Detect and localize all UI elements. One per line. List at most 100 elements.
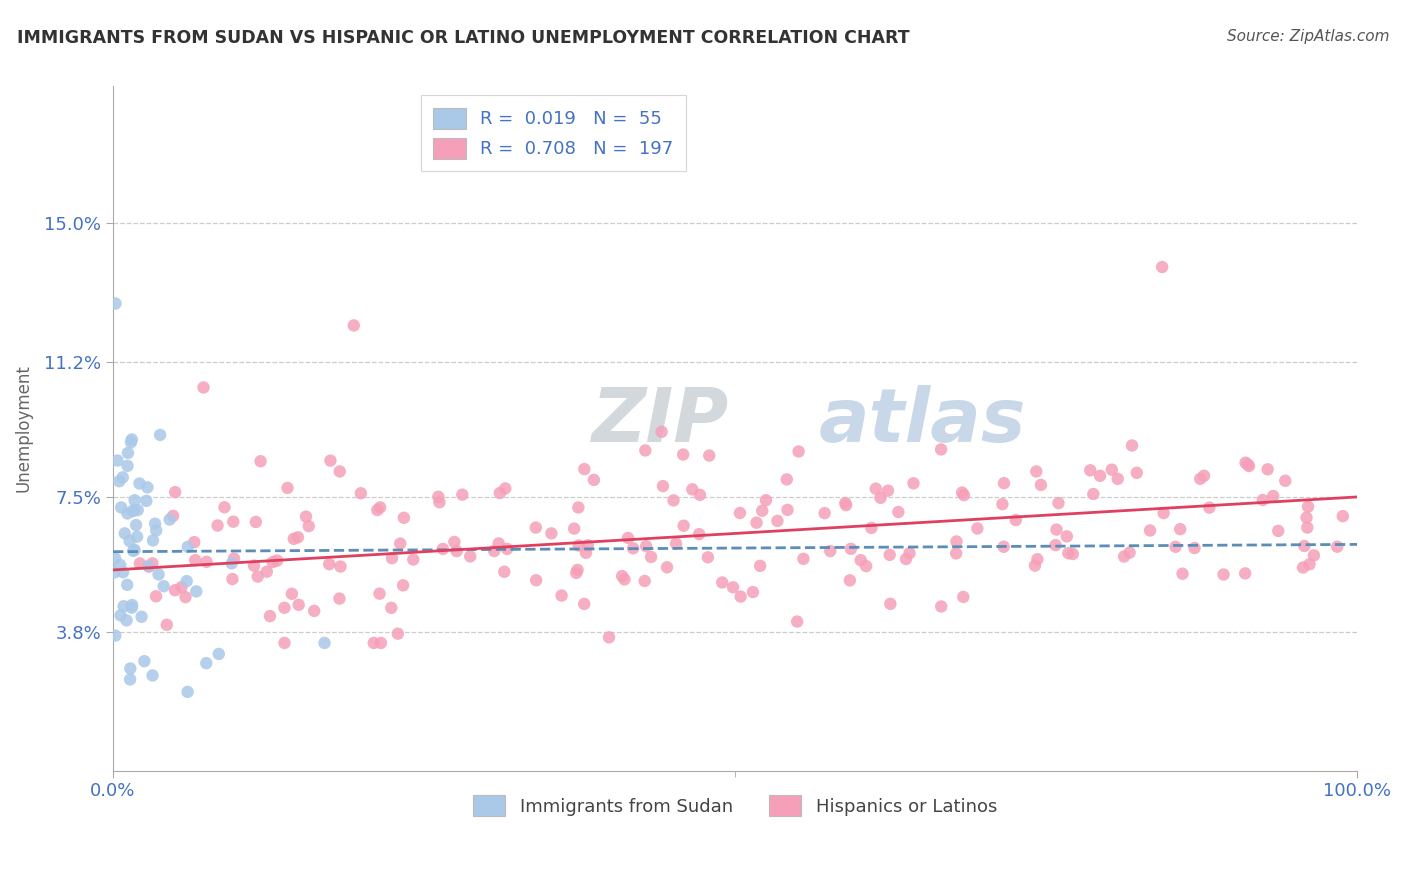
- Point: [142, 533, 165, 548]
- Point: [993, 476, 1015, 491]
- Point: [835, 498, 858, 512]
- Point: [124, 493, 146, 508]
- Point: [1198, 500, 1220, 515]
- Point: [787, 444, 810, 458]
- Point: [121, 433, 143, 447]
- Point: [259, 609, 281, 624]
- Point: [343, 318, 366, 333]
- Point: [696, 550, 718, 565]
- Point: [115, 578, 138, 592]
- Point: [488, 536, 510, 550]
- Point: [243, 558, 266, 573]
- Point: [728, 506, 751, 520]
- Point: [152, 579, 174, 593]
- Point: [195, 656, 218, 670]
- Point: [110, 500, 132, 515]
- Point: [617, 531, 640, 545]
- Point: [214, 500, 236, 515]
- Point: [574, 462, 596, 476]
- Point: [117, 446, 139, 460]
- Point: [860, 521, 883, 535]
- Y-axis label: Unemployment: Unemployment: [15, 365, 32, 492]
- Point: [451, 488, 474, 502]
- Point: [945, 534, 967, 549]
- Point: [443, 535, 465, 549]
- Point: [295, 509, 318, 524]
- Point: [159, 512, 181, 526]
- Point: [818, 544, 841, 558]
- Point: [281, 587, 304, 601]
- Point: [929, 599, 952, 614]
- Point: [366, 503, 388, 517]
- Point: [877, 483, 900, 498]
- Point: [125, 518, 148, 533]
- Point: [170, 580, 193, 594]
- Point: [540, 526, 562, 541]
- Point: [1139, 524, 1161, 538]
- Point: [329, 559, 352, 574]
- Point: [776, 472, 799, 486]
- Point: [427, 490, 450, 504]
- Point: [145, 524, 167, 538]
- Point: [111, 470, 134, 484]
- Point: [127, 530, 149, 544]
- Point: [145, 590, 167, 604]
- Point: [966, 521, 988, 535]
- Point: [1029, 478, 1052, 492]
- Point: [368, 587, 391, 601]
- Point: [112, 599, 135, 614]
- Point: [162, 508, 184, 523]
- Point: [1294, 539, 1316, 553]
- Text: ZIP: ZIP: [592, 385, 730, 458]
- Point: [993, 540, 1015, 554]
- Point: [1101, 463, 1123, 477]
- Point: [174, 590, 197, 604]
- Point: [138, 559, 160, 574]
- Point: [1004, 513, 1026, 527]
- Point: [1168, 522, 1191, 536]
- Point: [879, 548, 901, 562]
- Point: [136, 480, 159, 494]
- Point: [651, 425, 673, 439]
- Point: [562, 522, 585, 536]
- Point: [1251, 493, 1274, 508]
- Point: [141, 557, 163, 571]
- Point: [953, 488, 976, 502]
- Point: [568, 539, 591, 553]
- Point: [122, 503, 145, 517]
- Point: [1234, 566, 1257, 581]
- Point: [681, 483, 703, 497]
- Point: [1237, 458, 1260, 473]
- Point: [221, 572, 243, 586]
- Point: [221, 557, 243, 571]
- Point: [1045, 523, 1067, 537]
- Point: [1025, 465, 1047, 479]
- Point: [751, 504, 773, 518]
- Point: [319, 453, 342, 467]
- Point: [496, 541, 519, 556]
- Point: [1212, 567, 1234, 582]
- Point: [1126, 466, 1149, 480]
- Point: [120, 673, 142, 687]
- Point: [869, 491, 891, 505]
- Text: Source: ZipAtlas.com: Source: ZipAtlas.com: [1226, 29, 1389, 44]
- Point: [287, 530, 309, 544]
- Point: [121, 504, 143, 518]
- Point: [1078, 463, 1101, 477]
- Point: [950, 485, 973, 500]
- Point: [177, 540, 200, 554]
- Point: [894, 552, 917, 566]
- Point: [222, 515, 245, 529]
- Point: [903, 476, 925, 491]
- Point: [110, 608, 132, 623]
- Point: [1024, 558, 1046, 573]
- Point: [246, 569, 269, 583]
- Point: [1184, 541, 1206, 555]
- Point: [652, 479, 675, 493]
- Point: [1189, 472, 1212, 486]
- Point: [129, 557, 152, 571]
- Point: [634, 443, 657, 458]
- Point: [131, 609, 153, 624]
- Point: [1088, 468, 1111, 483]
- Point: [1152, 260, 1174, 274]
